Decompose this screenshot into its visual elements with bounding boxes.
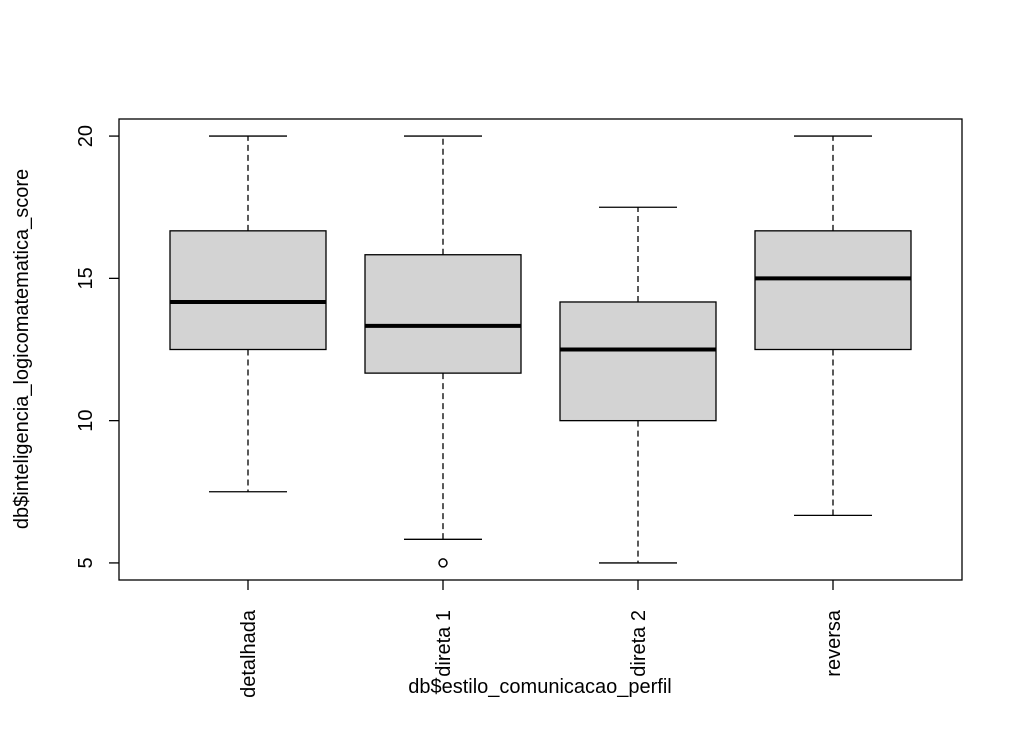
x-axis-label: db$estilo_comunicacao_perfil [408, 676, 672, 698]
y-tick-label: 20 [75, 125, 97, 147]
x-tick-label: direta 1 [433, 610, 455, 677]
x-tick-label: direta 2 [628, 610, 650, 677]
iqr-box [364, 254, 522, 374]
box-reversa [754, 135, 912, 517]
y-axis-label: db$inteligencia_logicomatematica_score [11, 169, 33, 529]
iqr-box [169, 230, 327, 351]
plot-frame [118, 118, 963, 581]
box-direta-1 [364, 135, 522, 568]
iqr-box [754, 230, 912, 351]
x-axis: detalhada direta 1 direta 2 reversa [238, 580, 845, 698]
outlier-point [438, 558, 448, 568]
y-tick-label: 10 [75, 410, 97, 432]
iqr-box [559, 301, 717, 422]
y-axis: 5 10 15 20 [75, 125, 119, 568]
y-tick-label: 5 [75, 557, 97, 568]
box-detalhada [169, 135, 327, 493]
x-tick-label: detalhada [238, 609, 260, 698]
box-group [169, 135, 912, 568]
y-tick-label: 15 [75, 267, 97, 289]
box-direta-2 [559, 206, 717, 564]
x-tick-label: reversa [823, 609, 845, 677]
